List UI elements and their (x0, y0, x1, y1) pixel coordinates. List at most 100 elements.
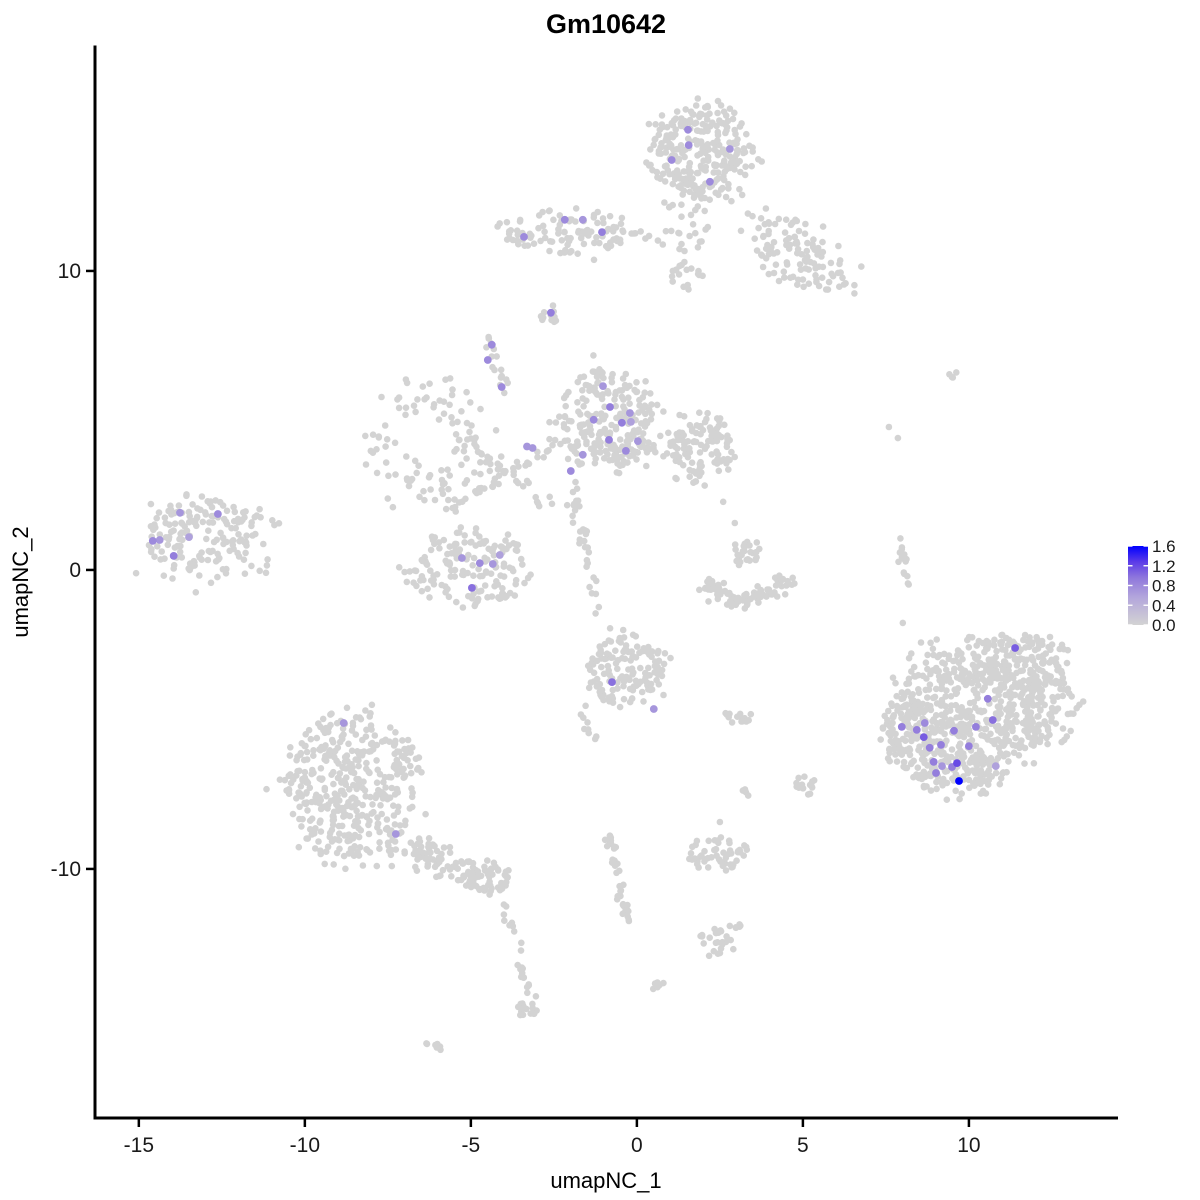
data-point (229, 541, 237, 549)
data-point (751, 235, 758, 242)
data-point (851, 290, 858, 297)
data-point (619, 900, 627, 908)
data-point (402, 404, 410, 412)
data-point (155, 509, 163, 516)
data-point (895, 558, 902, 566)
data-point (961, 708, 968, 715)
data-point (933, 636, 940, 643)
data-point (396, 822, 404, 829)
data-point (373, 757, 380, 764)
data-point (781, 229, 789, 236)
data-point (349, 719, 357, 727)
data-point (263, 785, 270, 793)
data-point (965, 675, 972, 682)
data-point (643, 462, 650, 470)
data-point (714, 97, 722, 105)
data-point (696, 113, 703, 121)
data-point (504, 531, 512, 538)
data-point (391, 838, 399, 845)
data-point (757, 587, 764, 595)
data-point (342, 865, 349, 873)
data-point (884, 716, 891, 724)
data-point (726, 105, 734, 112)
data-point (223, 507, 231, 515)
data-point (645, 439, 652, 446)
data-point (540, 454, 547, 461)
expressing-cell-point (155, 536, 164, 544)
data-point (974, 653, 982, 661)
expressing-cell-point (578, 215, 587, 224)
data-point (711, 459, 718, 466)
data-point (933, 785, 940, 793)
data-point (993, 647, 1000, 655)
data-point (329, 821, 337, 829)
data-point (610, 845, 618, 852)
data-point (947, 693, 955, 700)
data-point (1048, 656, 1055, 664)
data-point (1013, 662, 1021, 669)
data-point (619, 228, 627, 236)
data-point (548, 316, 555, 324)
data-point (460, 874, 468, 881)
data-point (987, 730, 994, 738)
data-point (420, 487, 427, 495)
expressing-cell-point (991, 762, 1000, 770)
data-point (376, 839, 383, 846)
data-point (801, 773, 808, 780)
data-point (997, 729, 1005, 737)
data-point (904, 711, 911, 718)
data-point (359, 862, 367, 869)
data-point (946, 707, 954, 714)
data-point (903, 555, 910, 563)
data-point (214, 573, 221, 581)
data-point (465, 858, 473, 865)
data-point (672, 266, 679, 274)
data-point (576, 424, 584, 431)
data-point (625, 675, 632, 682)
data-point (217, 529, 224, 537)
data-point (624, 432, 632, 439)
data-point (574, 250, 581, 257)
data-point (304, 807, 311, 814)
data-point (362, 432, 369, 440)
data-point (701, 482, 708, 489)
data-point (556, 413, 563, 421)
data-point (502, 537, 509, 544)
data-point (590, 214, 598, 221)
data-point (619, 626, 627, 634)
data-point (633, 388, 641, 396)
data-point (765, 230, 772, 238)
data-point (459, 567, 467, 575)
data-point (687, 850, 695, 857)
data-point (606, 832, 614, 839)
data-point (944, 758, 952, 766)
data-point (497, 572, 504, 579)
data-point (1044, 723, 1051, 731)
data-point (1063, 659, 1071, 667)
data-point (921, 726, 929, 733)
data-point (506, 922, 513, 929)
data-point (147, 548, 155, 556)
data-point (494, 867, 502, 874)
data-point (402, 376, 410, 383)
data-point (894, 434, 902, 442)
data-point (639, 430, 647, 437)
data-point (596, 366, 603, 373)
data-point (622, 646, 630, 653)
data-point (322, 752, 329, 760)
data-point (914, 764, 922, 771)
data-point (945, 652, 953, 659)
data-point (402, 817, 409, 825)
data-point (1012, 734, 1019, 742)
data-point (407, 769, 415, 777)
data-point (438, 486, 446, 494)
data-point (576, 461, 583, 468)
data-point (572, 478, 579, 486)
data-point (235, 553, 243, 560)
data-point (569, 519, 577, 526)
data-point (495, 480, 502, 488)
data-point (699, 272, 706, 280)
data-point (1037, 707, 1044, 714)
expressing-cell-point (495, 551, 504, 559)
data-point (717, 458, 724, 465)
